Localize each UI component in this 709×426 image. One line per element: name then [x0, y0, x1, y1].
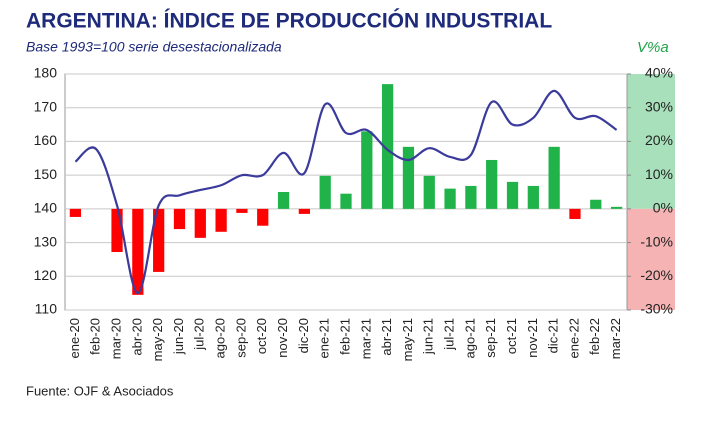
- bar: [423, 175, 435, 209]
- bar: [298, 208, 310, 214]
- y-tick-label: 110: [35, 301, 58, 317]
- bar: [111, 208, 123, 253]
- y-tick-label: 130: [34, 233, 58, 249]
- bar: [319, 175, 331, 209]
- bar: [153, 208, 165, 272]
- y2-tick-label: 30%: [645, 98, 673, 114]
- bar: [340, 193, 352, 209]
- x-tick-label: sep-20: [233, 318, 248, 358]
- source: Fuente: OJF & Asociados: [26, 383, 174, 398]
- chart-subtitle: Base 1993=100 serie desestacionalizada: [26, 39, 282, 55]
- x-tick-label: dic-21: [546, 318, 561, 353]
- y2-negative-zone: [627, 208, 675, 310]
- y-tick-label: 180: [34, 65, 58, 81]
- x-tick-label: feb-22: [587, 318, 602, 355]
- x-tick-label: ene-22: [566, 318, 581, 358]
- x-tick-label: oct-21: [504, 318, 519, 354]
- bar: [236, 208, 248, 213]
- x-tick-label: ene-20: [67, 318, 82, 358]
- bar: [361, 131, 373, 209]
- bar: [569, 208, 581, 219]
- x-tick-label: mar-21: [358, 318, 373, 359]
- y-tick-label: 170: [34, 98, 58, 114]
- x-tick-label: abr-20: [129, 318, 144, 356]
- x-tick-label: feb-21: [337, 318, 352, 355]
- bar: [465, 185, 477, 209]
- bar: [194, 208, 206, 238]
- y-tick-label: 150: [34, 166, 58, 182]
- y2-tick-label: -30%: [640, 301, 673, 317]
- bar: [69, 208, 82, 217]
- bar: [444, 188, 456, 209]
- x-tick-label: ago-21: [462, 318, 477, 358]
- y2-axis-label: V%a: [637, 39, 669, 56]
- bar: [173, 208, 186, 230]
- y2-tick-label: 20%: [645, 132, 673, 148]
- x-tick-label: may-20: [150, 318, 165, 361]
- y2-tick-label: 0%: [653, 200, 673, 216]
- bar: [527, 185, 539, 209]
- bar: [590, 199, 602, 209]
- line: [74, 89, 618, 295]
- x-tick-label: nov-20: [275, 318, 290, 358]
- bar: [548, 146, 560, 209]
- x-tick-label: jul-21: [442, 318, 457, 351]
- bar: [215, 208, 227, 232]
- plot-frame: [64, 73, 628, 311]
- y-tick-label: 160: [34, 132, 58, 148]
- x-tick-label: jun-21: [421, 318, 436, 355]
- x-tick-label: mar-22: [608, 318, 623, 359]
- bar: [277, 192, 290, 209]
- y-tick-label: 140: [34, 200, 58, 216]
- y2-tick-label: 40%: [645, 65, 673, 81]
- y2-positive-zone: [627, 74, 675, 209]
- x-tick-label: oct-20: [254, 318, 269, 354]
- y2-tick-label: -10%: [640, 233, 673, 249]
- x-tick-label: jun-20: [171, 318, 186, 355]
- x-tick-label: sep-21: [483, 318, 498, 358]
- x-tick-label: ene-21: [317, 318, 332, 358]
- bar: [402, 146, 415, 209]
- x-tick-label: jul-20: [192, 318, 207, 351]
- chart-title: ARGENTINA: ÍNDICE DE PRODUCCIÓN INDUSTRI…: [26, 9, 552, 33]
- x-tick-label: abr-21: [379, 318, 394, 356]
- bar: [132, 208, 144, 295]
- y2-tick-label: -20%: [640, 267, 673, 283]
- x-tick-label: may-21: [400, 318, 415, 361]
- x-tick-label: nov-21: [525, 318, 540, 358]
- x-tick-label: feb-20: [88, 318, 103, 355]
- bar: [506, 181, 519, 209]
- bar: [382, 84, 394, 209]
- y-tick-label: 120: [34, 267, 58, 283]
- y2-tick-label: 10%: [645, 166, 673, 182]
- bar: [257, 208, 269, 226]
- x-tick-label: ago-20: [213, 318, 228, 358]
- x-tick-label: mar-20: [108, 318, 123, 359]
- bar: [486, 159, 498, 209]
- x-tick-label: dic-20: [296, 318, 311, 353]
- bar: [610, 206, 623, 209]
